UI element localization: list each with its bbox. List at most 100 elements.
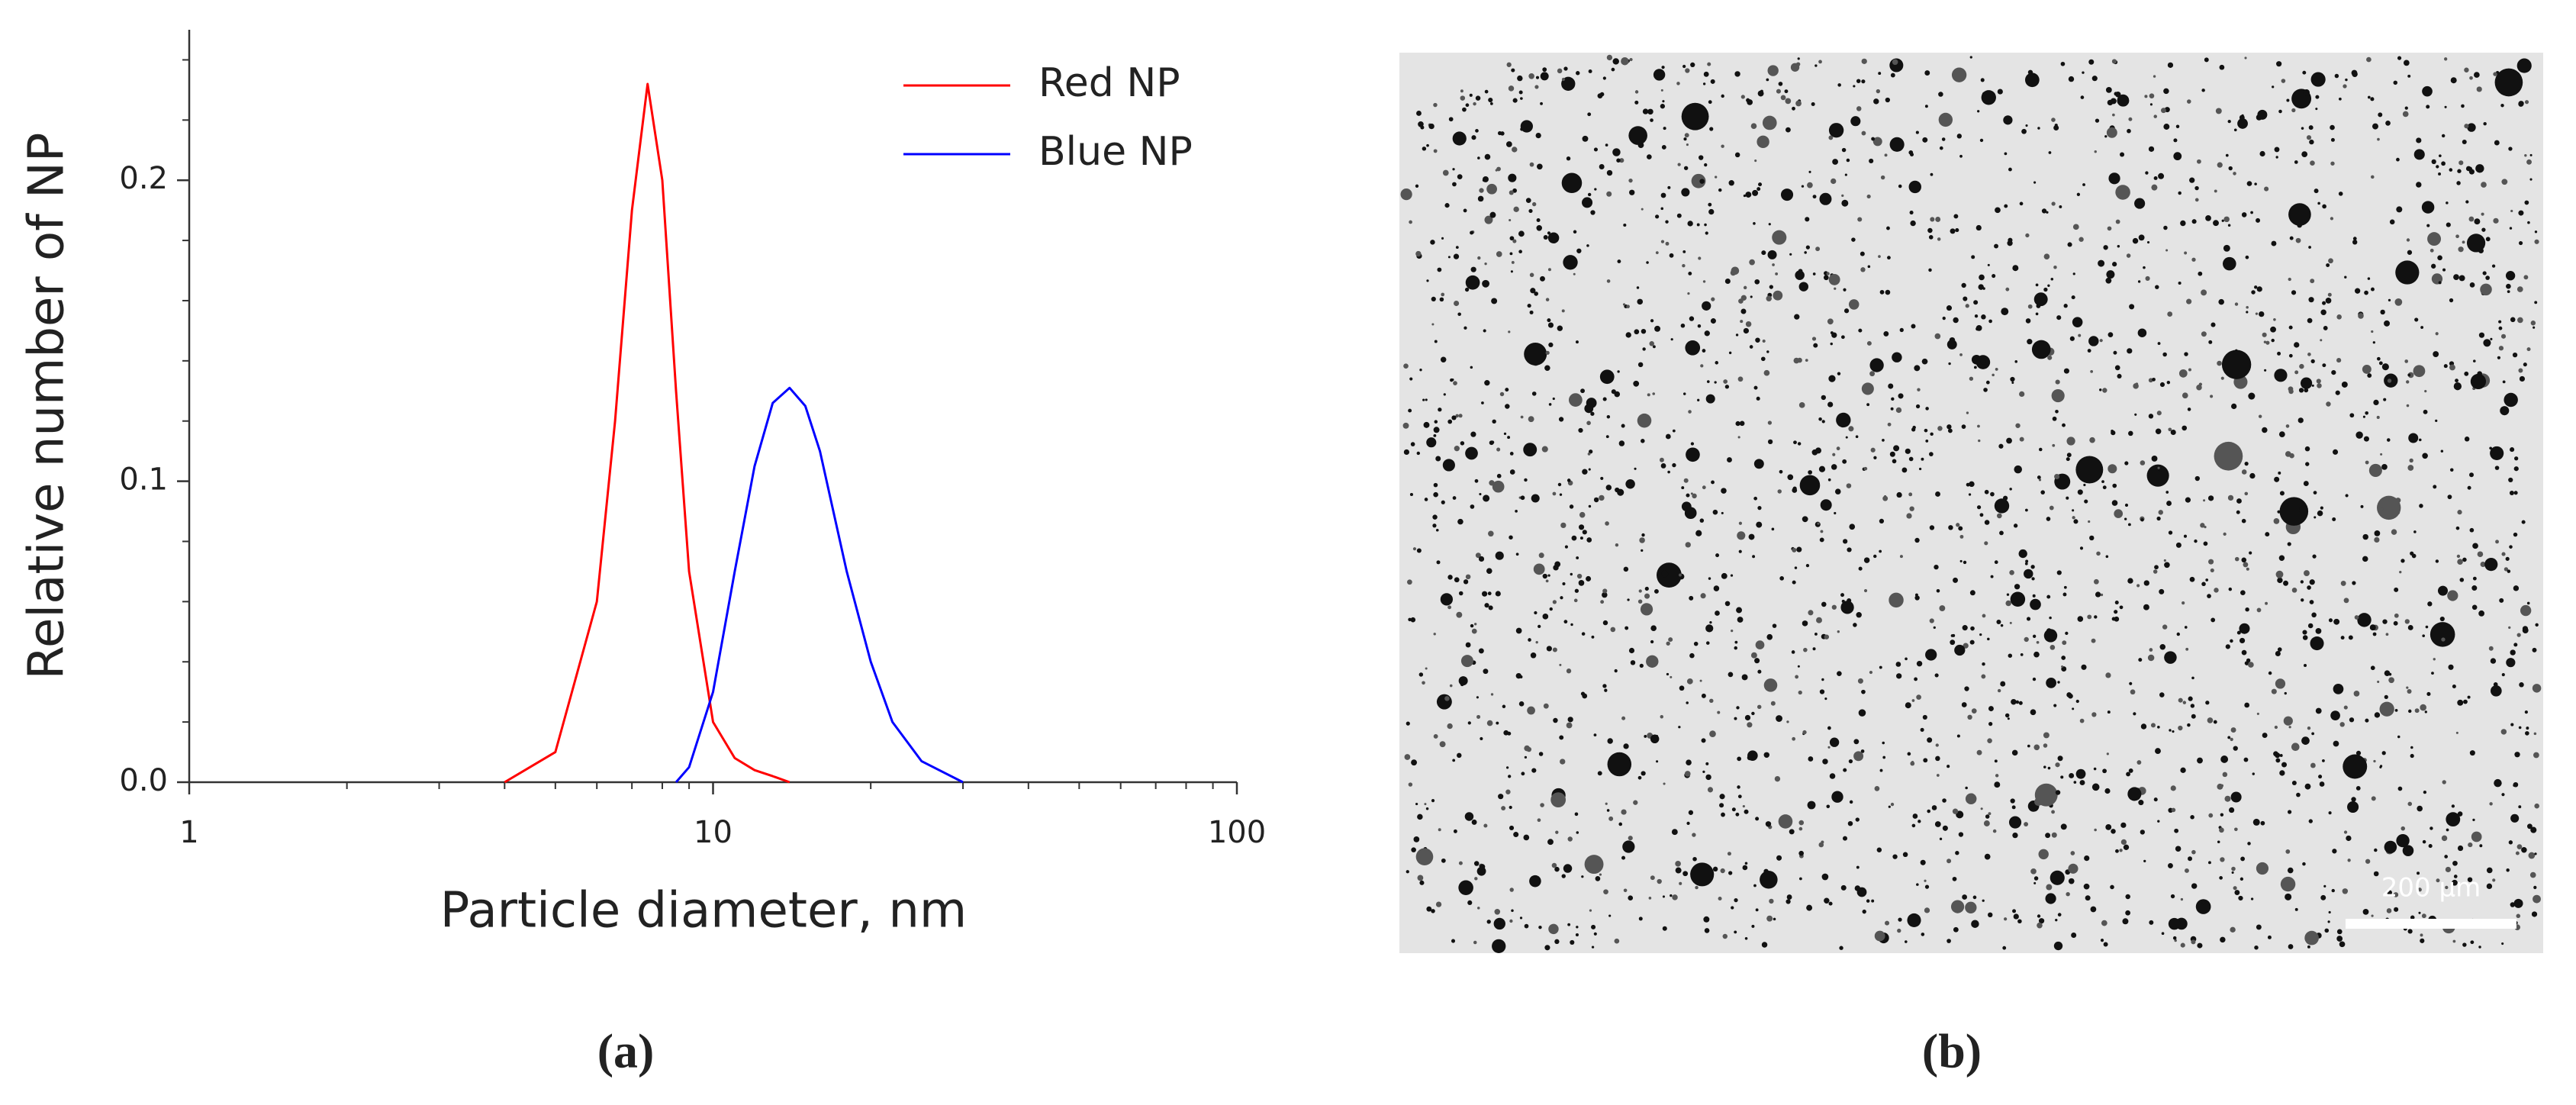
particle [1712, 509, 1718, 515]
particle [2197, 757, 2203, 764]
particle [2119, 849, 2123, 852]
particle [1798, 826, 1803, 831]
particle [1480, 736, 1483, 741]
particle [2452, 939, 2456, 943]
particle [2223, 532, 2227, 536]
particle [1602, 684, 1607, 688]
particle [2024, 562, 2028, 565]
particle [1561, 172, 1583, 194]
particle [2300, 377, 2313, 389]
particle [2307, 623, 2314, 629]
particle [1509, 888, 1514, 892]
particle [1705, 624, 1714, 633]
particle [2207, 495, 2214, 501]
particle [1808, 170, 1811, 173]
particle [1587, 192, 1592, 197]
particle [1755, 640, 1765, 649]
panel-label: (b) [1922, 1024, 1982, 1078]
particle [2281, 79, 2286, 83]
particle [1587, 112, 1592, 117]
particle [2384, 694, 2388, 699]
particle [1457, 174, 1463, 179]
particle [2249, 472, 2256, 479]
data-line [504, 82, 791, 784]
particle [1690, 862, 1715, 887]
particle [2246, 311, 2249, 314]
particle [2310, 636, 2324, 651]
particle [2490, 337, 2493, 340]
particle [1477, 195, 1484, 202]
particle [2498, 346, 2504, 351]
particle [2446, 201, 2449, 205]
particle [1753, 385, 1758, 390]
particle [2234, 827, 2238, 832]
particle [1660, 89, 1663, 92]
particle [2394, 587, 2399, 592]
particle [1750, 123, 1757, 130]
particle [1439, 741, 1446, 748]
particle [1707, 62, 1711, 66]
particle [1655, 251, 1659, 255]
particle [2211, 617, 2216, 623]
particle [2250, 897, 2254, 900]
particle [1879, 289, 1885, 295]
particle [2038, 447, 2043, 452]
particle [1886, 226, 1890, 230]
particle [2275, 156, 2278, 159]
particle [2050, 278, 2054, 281]
particle [2127, 787, 2142, 801]
particle [1797, 665, 1800, 668]
particle [2063, 368, 2069, 374]
particle [1715, 610, 1720, 616]
particle [1419, 880, 1425, 885]
particle [2524, 200, 2529, 205]
particle [2175, 846, 2182, 852]
particle [2191, 714, 2196, 719]
particle [2051, 810, 2055, 814]
particle [1761, 942, 1768, 948]
particle [1611, 389, 1616, 395]
particle [2134, 198, 2146, 209]
particle [2310, 160, 2315, 166]
particle [1537, 163, 1543, 170]
particle [1979, 138, 1984, 143]
particle [2007, 717, 2010, 720]
particle [1709, 698, 1714, 704]
particle [2187, 99, 2191, 104]
particle [1953, 926, 1959, 933]
particle [2032, 634, 2037, 638]
particle [2318, 775, 2323, 779]
particle [1602, 620, 1608, 626]
particle [2469, 282, 2475, 288]
particle [1961, 424, 1966, 429]
particle [2518, 240, 2523, 246]
particle [2501, 793, 2505, 797]
particle [1513, 832, 1519, 838]
particle [2472, 818, 2475, 822]
particle [1622, 840, 1635, 853]
particle [1750, 652, 1757, 659]
particle [2469, 527, 2475, 533]
particle [1758, 182, 1763, 187]
particle [1509, 236, 1515, 241]
particle [2218, 298, 2224, 305]
particle [1776, 855, 1782, 861]
particle [1817, 522, 1820, 525]
particle [1873, 98, 1879, 105]
particle [2102, 768, 2107, 774]
particle [2333, 618, 2340, 625]
particle [1559, 663, 1562, 666]
particle [1814, 632, 1818, 636]
particle [2302, 862, 2306, 866]
particle [2396, 833, 2410, 848]
particle [1767, 439, 1773, 445]
particle [1843, 288, 1847, 292]
particle [1470, 431, 1476, 437]
particle [1670, 338, 1673, 341]
particle [2526, 823, 2533, 830]
particle [1538, 925, 1542, 929]
particle [2191, 676, 2194, 680]
particle [2510, 723, 2514, 726]
particle [2464, 124, 2469, 129]
particle [1962, 894, 1967, 900]
